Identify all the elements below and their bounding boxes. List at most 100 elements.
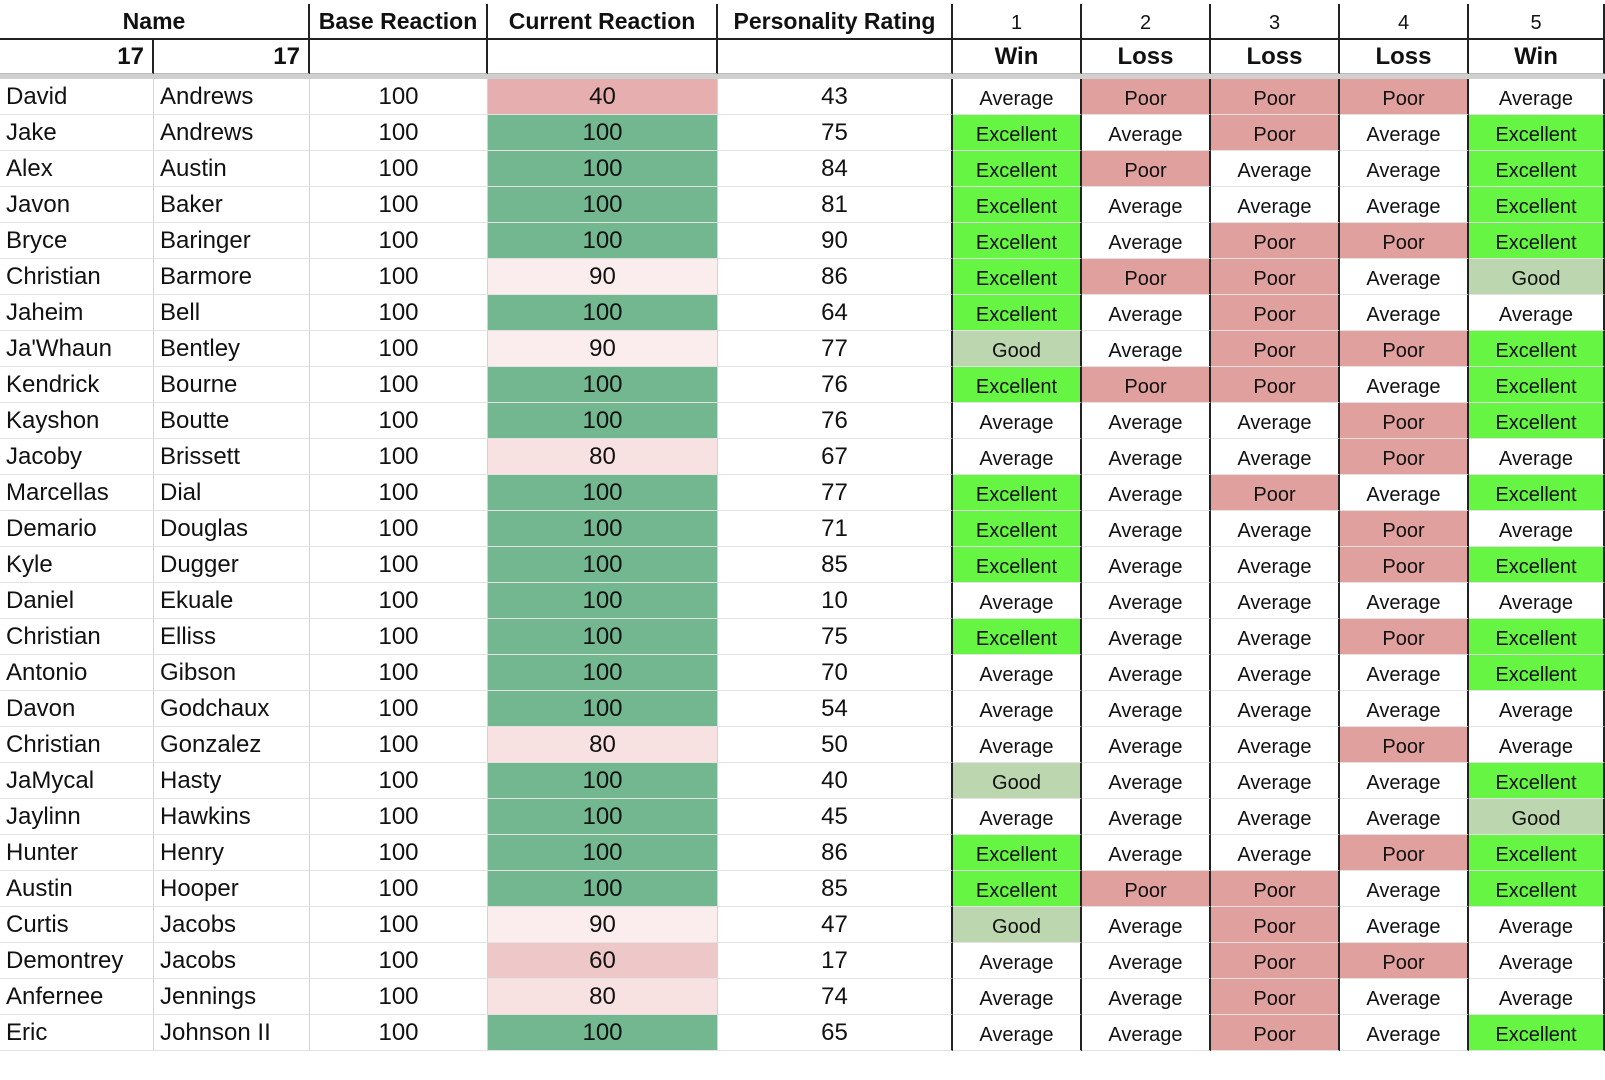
game-4-rating-cell[interactable]: Poor bbox=[1340, 547, 1469, 583]
base-reaction-cell[interactable]: 100 bbox=[310, 547, 488, 583]
game-1-rating-cell[interactable]: Excellent bbox=[953, 475, 1082, 511]
game-4-rating-cell[interactable]: Average bbox=[1340, 655, 1469, 691]
first-name-cell[interactable]: Christian bbox=[0, 259, 154, 295]
game-4-rating-cell[interactable]: Poor bbox=[1340, 439, 1469, 475]
personality-rating-cell[interactable]: 64 bbox=[718, 295, 953, 331]
current-reaction-cell[interactable]: 100 bbox=[488, 835, 718, 871]
game-3-rating-cell[interactable]: Poor bbox=[1211, 79, 1340, 115]
last-name-cell[interactable]: Baker bbox=[154, 187, 310, 223]
last-name-cell[interactable]: Bell bbox=[154, 295, 310, 331]
last-name-cell[interactable]: Jacobs bbox=[154, 943, 310, 979]
base-reaction-summary[interactable] bbox=[310, 40, 488, 74]
personality-rating-cell[interactable]: 54 bbox=[718, 691, 953, 727]
game-4-rating-cell[interactable]: Average bbox=[1340, 295, 1469, 331]
last-name-cell[interactable]: Gibson bbox=[154, 655, 310, 691]
personality-rating-cell[interactable]: 50 bbox=[718, 727, 953, 763]
game-3-rating-cell[interactable]: Poor bbox=[1211, 475, 1340, 511]
base-reaction-header[interactable]: Base Reaction bbox=[310, 4, 488, 40]
last-name-cell[interactable]: Douglas bbox=[154, 511, 310, 547]
game-4-rating-cell[interactable]: Average bbox=[1340, 583, 1469, 619]
game-4-rating-cell[interactable]: Average bbox=[1340, 1015, 1469, 1051]
last-name-count[interactable]: 17 bbox=[154, 40, 310, 74]
base-reaction-cell[interactable]: 100 bbox=[310, 871, 488, 907]
game-2-rating-cell[interactable]: Average bbox=[1082, 835, 1211, 871]
game-4-rating-cell[interactable]: Average bbox=[1340, 259, 1469, 295]
game-1-rating-cell[interactable]: Excellent bbox=[953, 835, 1082, 871]
game-4-rating-cell[interactable]: Poor bbox=[1340, 727, 1469, 763]
game-4-rating-cell[interactable]: Average bbox=[1340, 763, 1469, 799]
game-1-rating-cell[interactable]: Good bbox=[953, 331, 1082, 367]
game-5-rating-cell[interactable]: Excellent bbox=[1469, 187, 1605, 223]
current-reaction-cell[interactable]: 90 bbox=[488, 907, 718, 943]
game-4-rating-cell[interactable]: Poor bbox=[1340, 79, 1469, 115]
first-name-cell[interactable]: Curtis bbox=[0, 907, 154, 943]
personality-rating-cell[interactable]: 76 bbox=[718, 403, 953, 439]
current-reaction-cell[interactable]: 100 bbox=[488, 367, 718, 403]
game-4-rating-cell[interactable]: Poor bbox=[1340, 619, 1469, 655]
base-reaction-cell[interactable]: 100 bbox=[310, 835, 488, 871]
game-5-rating-cell[interactable]: Excellent bbox=[1469, 655, 1605, 691]
personality-rating-header[interactable]: Personality Rating bbox=[718, 4, 953, 40]
game-4-header[interactable]: 4 bbox=[1340, 4, 1469, 40]
game-5-result[interactable]: Win bbox=[1469, 40, 1605, 74]
last-name-cell[interactable]: Godchaux bbox=[154, 691, 310, 727]
base-reaction-cell[interactable]: 100 bbox=[310, 187, 488, 223]
personality-rating-cell[interactable]: 47 bbox=[718, 907, 953, 943]
personality-rating-cell[interactable]: 86 bbox=[718, 835, 953, 871]
first-name-cell[interactable]: Christian bbox=[0, 619, 154, 655]
game-2-rating-cell[interactable]: Average bbox=[1082, 799, 1211, 835]
base-reaction-cell[interactable]: 100 bbox=[310, 619, 488, 655]
game-1-rating-cell[interactable]: Excellent bbox=[953, 511, 1082, 547]
last-name-cell[interactable]: Dial bbox=[154, 475, 310, 511]
game-3-result[interactable]: Loss bbox=[1211, 40, 1340, 74]
current-reaction-cell[interactable]: 100 bbox=[488, 547, 718, 583]
game-3-rating-cell[interactable]: Poor bbox=[1211, 979, 1340, 1015]
first-name-cell[interactable]: Jaheim bbox=[0, 295, 154, 331]
game-4-rating-cell[interactable]: Poor bbox=[1340, 403, 1469, 439]
game-1-rating-cell[interactable]: Average bbox=[953, 403, 1082, 439]
base-reaction-cell[interactable]: 100 bbox=[310, 367, 488, 403]
last-name-cell[interactable]: Elliss bbox=[154, 619, 310, 655]
game-5-rating-cell[interactable]: Excellent bbox=[1469, 475, 1605, 511]
base-reaction-cell[interactable]: 100 bbox=[310, 79, 488, 115]
personality-rating-cell[interactable]: 10 bbox=[718, 583, 953, 619]
last-name-cell[interactable]: Johnson II bbox=[154, 1015, 310, 1051]
game-5-rating-cell[interactable]: Excellent bbox=[1469, 367, 1605, 403]
current-reaction-cell[interactable]: 100 bbox=[488, 187, 718, 223]
personality-rating-cell[interactable]: 85 bbox=[718, 871, 953, 907]
current-reaction-cell[interactable]: 100 bbox=[488, 223, 718, 259]
game-5-rating-cell[interactable]: Excellent bbox=[1469, 223, 1605, 259]
last-name-cell[interactable]: Barmore bbox=[154, 259, 310, 295]
personality-rating-cell[interactable]: 74 bbox=[718, 979, 953, 1015]
game-5-rating-cell[interactable]: Excellent bbox=[1469, 403, 1605, 439]
game-4-rating-cell[interactable]: Average bbox=[1340, 475, 1469, 511]
current-reaction-cell[interactable]: 90 bbox=[488, 331, 718, 367]
base-reaction-cell[interactable]: 100 bbox=[310, 799, 488, 835]
personality-rating-cell[interactable]: 85 bbox=[718, 547, 953, 583]
base-reaction-cell[interactable]: 100 bbox=[310, 115, 488, 151]
game-4-rating-cell[interactable]: Poor bbox=[1340, 943, 1469, 979]
game-2-header[interactable]: 2 bbox=[1082, 4, 1211, 40]
game-2-rating-cell[interactable]: Average bbox=[1082, 475, 1211, 511]
current-reaction-cell[interactable]: 100 bbox=[488, 655, 718, 691]
game-1-rating-cell[interactable]: Excellent bbox=[953, 259, 1082, 295]
base-reaction-cell[interactable]: 100 bbox=[310, 511, 488, 547]
current-reaction-cell[interactable]: 80 bbox=[488, 979, 718, 1015]
last-name-cell[interactable]: Hasty bbox=[154, 763, 310, 799]
game-3-rating-cell[interactable]: Poor bbox=[1211, 907, 1340, 943]
last-name-cell[interactable]: Andrews bbox=[154, 115, 310, 151]
current-reaction-cell[interactable]: 100 bbox=[488, 403, 718, 439]
current-reaction-cell[interactable]: 100 bbox=[488, 115, 718, 151]
game-2-rating-cell[interactable]: Average bbox=[1082, 403, 1211, 439]
game-3-rating-cell[interactable]: Average bbox=[1211, 691, 1340, 727]
game-1-rating-cell[interactable]: Excellent bbox=[953, 619, 1082, 655]
game-2-rating-cell[interactable]: Average bbox=[1082, 727, 1211, 763]
base-reaction-cell[interactable]: 100 bbox=[310, 259, 488, 295]
last-name-cell[interactable]: Brissett bbox=[154, 439, 310, 475]
game-5-rating-cell[interactable]: Average bbox=[1469, 907, 1605, 943]
game-3-rating-cell[interactable]: Average bbox=[1211, 655, 1340, 691]
game-1-rating-cell[interactable]: Average bbox=[953, 799, 1082, 835]
game-3-rating-cell[interactable]: Average bbox=[1211, 439, 1340, 475]
base-reaction-cell[interactable]: 100 bbox=[310, 763, 488, 799]
game-2-rating-cell[interactable]: Average bbox=[1082, 655, 1211, 691]
